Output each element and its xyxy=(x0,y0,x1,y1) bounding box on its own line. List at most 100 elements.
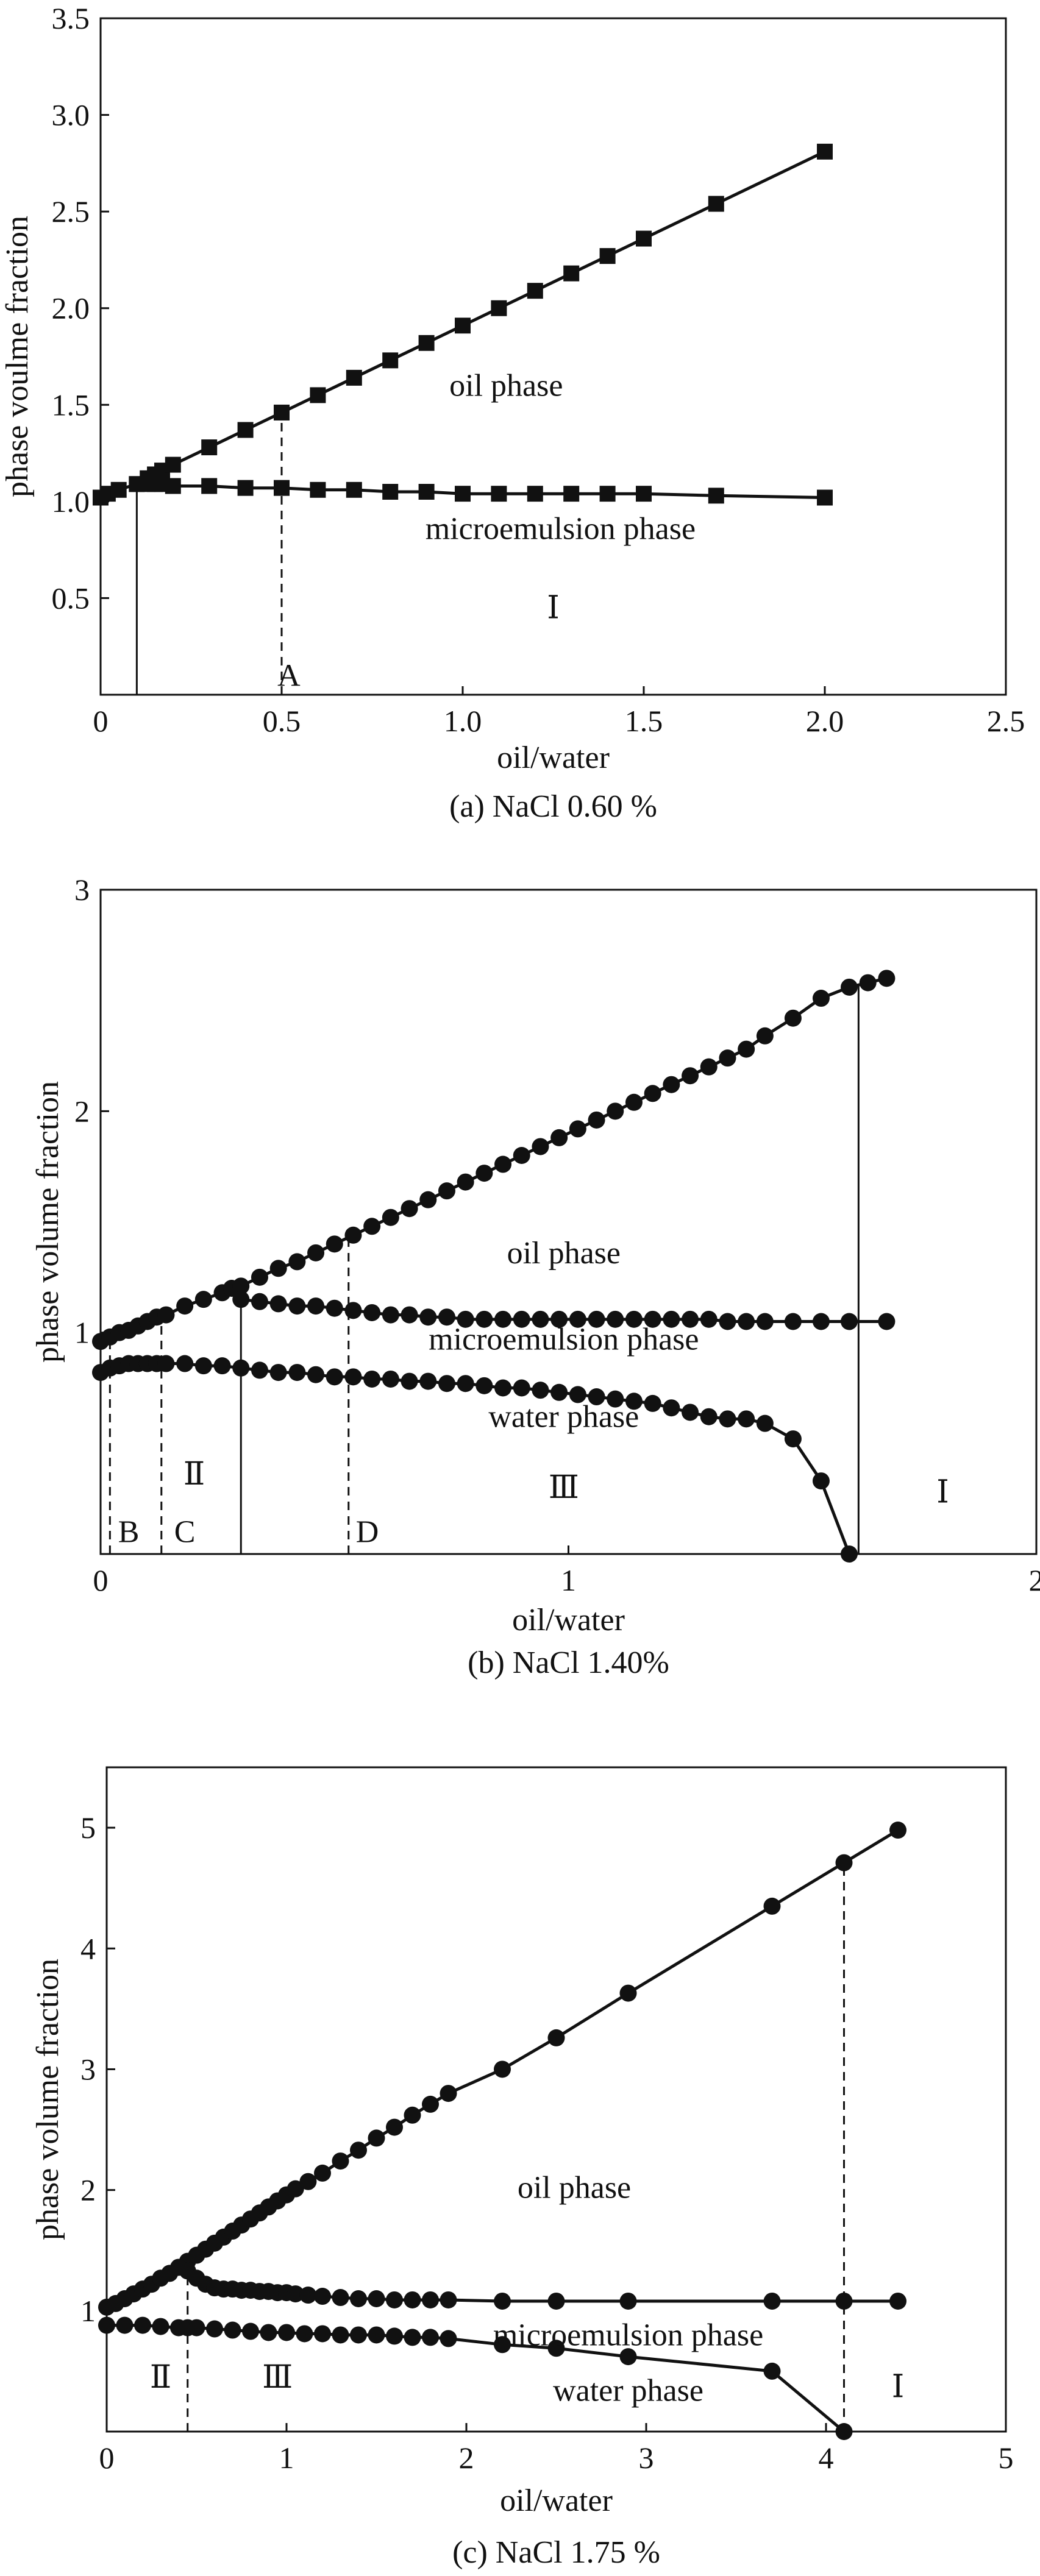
data-point xyxy=(382,484,399,500)
data-point xyxy=(619,2348,637,2366)
x-tick-label: 2 xyxy=(459,2441,474,2475)
annotation: Ⅰ xyxy=(936,1475,949,1510)
data-point xyxy=(475,1377,493,1394)
annotation: microemulsion phase xyxy=(429,1322,699,1357)
data-point xyxy=(418,335,435,351)
data-point xyxy=(346,481,362,498)
data-point xyxy=(527,486,543,502)
data-point xyxy=(332,2289,349,2307)
annotation: Ⅱ xyxy=(150,2360,171,2395)
data-point xyxy=(386,2118,403,2136)
data-point xyxy=(457,1310,474,1328)
data-point xyxy=(422,2095,439,2113)
data-point xyxy=(326,1299,343,1317)
data-point xyxy=(440,2085,457,2102)
chart-panel-1: 0 0.5 1.0 1.5 2.0 2.5 0.5 1.0 1.5 2.0 2.5 3.0 3.5 oil… xyxy=(0,1,1025,824)
data-point xyxy=(513,1147,530,1164)
data-point xyxy=(547,2029,565,2046)
data-point xyxy=(719,1313,736,1330)
data-point xyxy=(682,1403,699,1421)
data-point xyxy=(401,1306,418,1324)
data-point xyxy=(547,2292,565,2310)
data-point xyxy=(232,1277,250,1295)
data-point xyxy=(644,1310,661,1328)
y-axis-label: phase volume fraction xyxy=(30,1081,65,1363)
data-point xyxy=(494,2060,511,2078)
data-point xyxy=(310,481,326,498)
data-point xyxy=(326,1368,343,1386)
data-point xyxy=(682,1067,699,1085)
data-point xyxy=(625,1093,643,1111)
data-point xyxy=(625,1310,643,1328)
data-point xyxy=(418,484,435,500)
data-point xyxy=(422,2291,439,2308)
data-point xyxy=(269,1364,287,1382)
x-axis-label: oil/water xyxy=(512,1603,625,1637)
annotation: B xyxy=(118,1515,140,1550)
data-point xyxy=(527,283,543,299)
data-point xyxy=(738,1313,755,1330)
data-point xyxy=(619,2292,637,2310)
y-tick-label: 1 xyxy=(80,2294,96,2328)
data-point xyxy=(457,1173,474,1191)
data-point xyxy=(607,1102,624,1120)
data-point xyxy=(288,1253,306,1271)
data-point xyxy=(550,1129,568,1146)
annotation: Ⅰ xyxy=(892,2370,905,2405)
data-point xyxy=(326,1235,343,1253)
data-point xyxy=(763,1897,781,1915)
data-point xyxy=(401,1200,418,1218)
data-point xyxy=(404,2291,421,2308)
x-tick-label: 2 xyxy=(1029,1563,1040,1597)
plot-frame xyxy=(99,17,1007,696)
data-point xyxy=(663,1310,680,1328)
chart-panel-3: 0 1 2 3 4 5 1 2 3 4 5 oil/water phase volume fractio… xyxy=(30,1766,1014,2570)
x-tick-label: 0.5 xyxy=(263,704,301,738)
data-point xyxy=(841,1313,858,1330)
data-point xyxy=(812,990,830,1007)
chart-panel-2: 0 1 2 1 2 3 oil/water phase volume fraction (b) … xyxy=(30,873,1040,1680)
chart-caption: (b) NaCl 1.40% xyxy=(468,1645,669,1680)
data-point xyxy=(619,1984,637,2002)
data-point xyxy=(310,387,326,403)
data-point xyxy=(550,1310,568,1328)
data-point xyxy=(756,1027,774,1045)
series-line-3 xyxy=(99,1362,851,1555)
data-point xyxy=(116,2316,134,2334)
x-tick-label: 5 xyxy=(999,2441,1014,2475)
data-point xyxy=(491,300,507,316)
data-point xyxy=(756,1313,774,1330)
data-point xyxy=(350,2141,367,2159)
data-point xyxy=(563,486,580,502)
x-tick-label: 4 xyxy=(819,2441,834,2475)
y-tick-label: 3.5 xyxy=(52,1,90,35)
annotation: Ⅲ xyxy=(549,1471,579,1505)
data-point xyxy=(314,2325,331,2343)
data-point xyxy=(812,1313,830,1330)
y-axis-label: phase voulme fraction xyxy=(0,216,35,497)
data-point xyxy=(404,2329,421,2346)
data-point xyxy=(346,369,362,386)
data-point xyxy=(232,1359,250,1377)
data-point xyxy=(878,1313,896,1330)
data-point xyxy=(588,1310,605,1328)
data-point xyxy=(475,1310,493,1328)
data-point xyxy=(835,1854,853,1872)
data-point xyxy=(455,486,471,502)
data-point xyxy=(344,1302,362,1319)
data-point xyxy=(625,1393,643,1410)
data-point xyxy=(569,1386,586,1403)
data-point xyxy=(784,1009,802,1027)
data-point xyxy=(363,1218,381,1235)
data-point xyxy=(588,1111,605,1129)
y-axis-label: phase volume fraction xyxy=(30,1959,65,2240)
data-point xyxy=(812,1472,830,1490)
data-point xyxy=(368,2290,385,2307)
data-point xyxy=(194,1357,212,1375)
data-point xyxy=(232,1291,250,1308)
data-point xyxy=(269,1260,287,1277)
data-point xyxy=(457,1375,474,1393)
data-point xyxy=(513,1379,530,1397)
data-point xyxy=(878,970,896,987)
data-point xyxy=(889,1822,906,1839)
